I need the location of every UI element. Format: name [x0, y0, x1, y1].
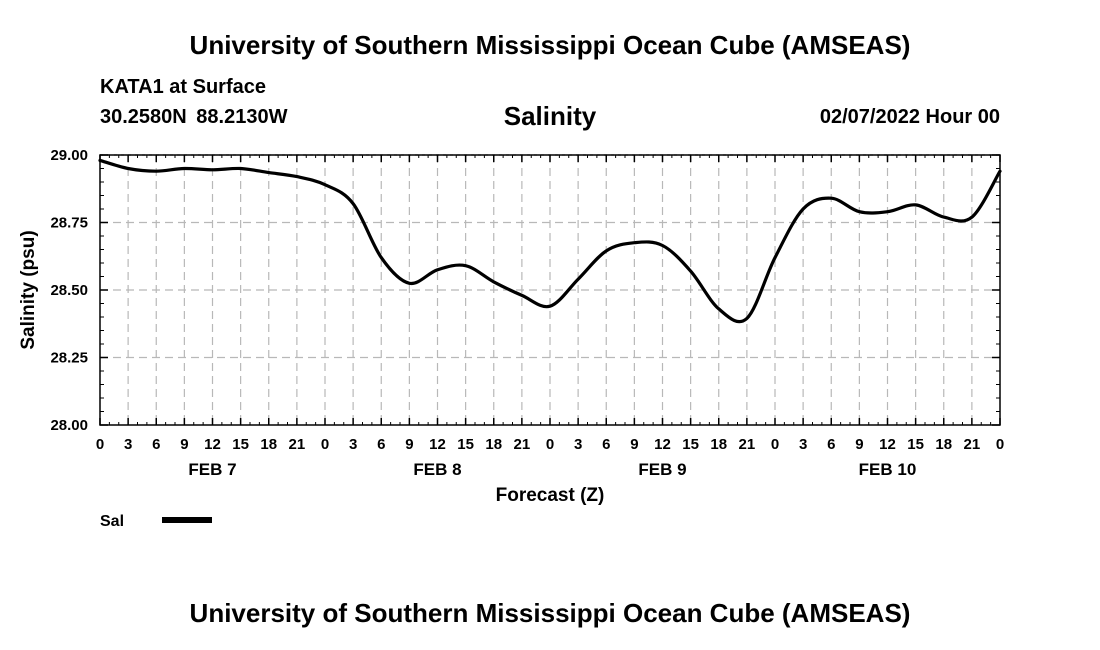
x-tick-label: 0: [321, 436, 329, 453]
x-tick-label: 6: [827, 436, 835, 453]
x-tick-label: 15: [232, 436, 249, 453]
y-tick-label: 28.50: [50, 282, 88, 299]
x-tick-label: 21: [739, 436, 756, 453]
y-tick-label: 29.00: [50, 147, 88, 164]
chart-title-bottom: University of Southern Mississippi Ocean…: [189, 598, 911, 628]
x-tick-label: 21: [964, 436, 981, 453]
x-tick-label: 3: [349, 436, 357, 453]
day-label: FEB 8: [413, 460, 461, 479]
day-label: FEB 7: [188, 460, 236, 479]
x-tick-label: 12: [204, 436, 221, 453]
x-tick-label: 18: [710, 436, 727, 453]
x-tick-label: 6: [152, 436, 160, 453]
station-label: KATA1 at Surface: [100, 76, 266, 98]
axis-labels: 0 3 6 9 12 15 18 21 0 3 6 9 12 15 18 21 0 3 6 9 12 15 18 21 0 3 6 9…: [18, 147, 1004, 506]
legend-label: Sal: [100, 513, 124, 530]
y-axis-title: Salinity (psu): [18, 230, 39, 349]
x-tick-label: 9: [630, 436, 638, 453]
x-tick-label: 0: [546, 436, 554, 453]
x-tick-label: 3: [799, 436, 807, 453]
x-tick-label: 18: [260, 436, 277, 453]
grid-lines: [100, 154, 1000, 425]
x-tick-label: 0: [96, 436, 104, 453]
day-label: FEB 9: [638, 460, 686, 479]
x-tick-label: 21: [289, 436, 306, 453]
x-tick-label: 9: [405, 436, 413, 453]
x-tick-label: 9: [180, 436, 188, 453]
x-tick-label: 3: [574, 436, 582, 453]
x-tick-label: 12: [879, 436, 896, 453]
x-tick-label: 9: [855, 436, 863, 453]
day-label: FEB 10: [859, 460, 917, 479]
station-coordinates: 30.2580N 88.2130W: [100, 106, 288, 128]
forecast-datetime: 02/07/2022 Hour 00: [819, 106, 1000, 128]
y-tick-label: 28.25: [50, 350, 88, 367]
x-tick-label: 3: [124, 436, 132, 453]
chart-title-top: University of Southern Mississippi Ocean…: [189, 30, 911, 60]
x-tick-label: 21: [514, 436, 531, 453]
x-tick-label: 12: [654, 436, 671, 453]
x-tick-label: 15: [457, 436, 474, 453]
legend: Sal: [100, 513, 212, 530]
x-tick-label: 0: [771, 436, 779, 453]
x-tick-label: 15: [907, 436, 924, 453]
x-axis-title: Forecast (Z): [496, 485, 605, 506]
salinity-series-line: [98, 158, 1002, 324]
x-tick-label: 0: [996, 436, 1004, 453]
x-tick-label: 15: [682, 436, 699, 453]
x-tick-label: 18: [485, 436, 502, 453]
x-tick-label: 6: [602, 436, 610, 453]
y-tick-label: 28.00: [50, 417, 88, 434]
x-tick-label: 6: [377, 436, 385, 453]
plot-frame: [99, 154, 1001, 426]
x-tick-label: 12: [429, 436, 446, 453]
y-tick-label: 28.75: [50, 215, 88, 232]
x-tick-label: 18: [935, 436, 952, 453]
variable-title: Salinity: [503, 101, 597, 131]
